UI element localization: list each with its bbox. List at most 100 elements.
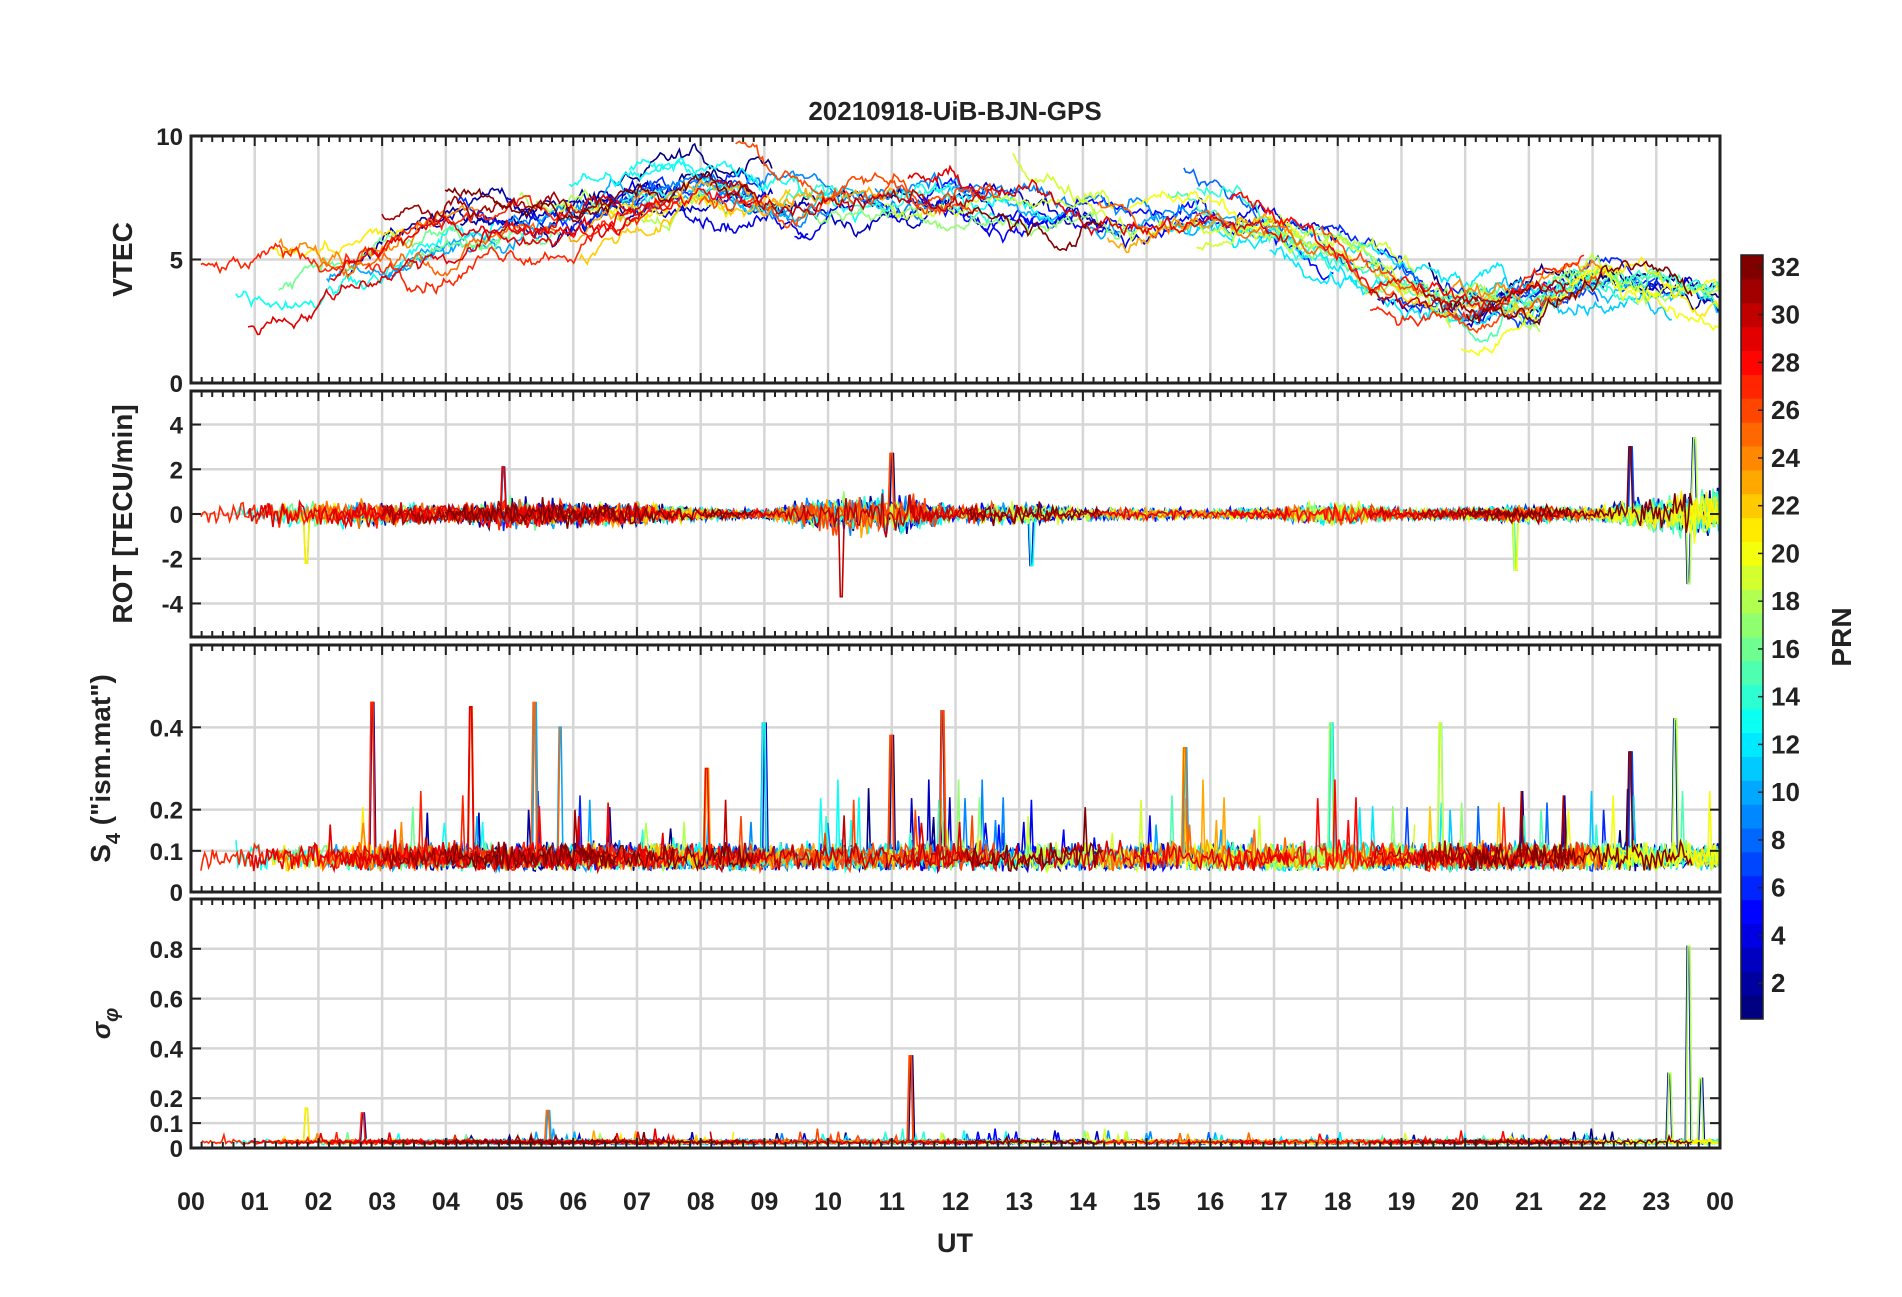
- x-tick-label: 06: [559, 1188, 587, 1216]
- colorbar-tick-label: 28: [1771, 347, 1800, 377]
- x-tick-label: 11: [879, 1188, 906, 1216]
- trace-prn-32: [1466, 1133, 1693, 1146]
- trace-prn-32: [966, 206, 1104, 252]
- panel-s4: 0 0.1 0.2 0.4 S4 ("ism.mat"): [85, 643, 1722, 907]
- colorbar-tick-label: 12: [1771, 729, 1800, 759]
- trace-prn-13: [568, 157, 710, 188]
- y-tick-label: 0.4: [150, 1036, 184, 1063]
- colorbar-swatch-11: [1741, 756, 1763, 781]
- x-tick-label: 22: [1579, 1188, 1607, 1216]
- trace-prn-15: [1464, 264, 1720, 312]
- y-axis-label: ROT [TECU/min]: [107, 404, 138, 623]
- colorbar-swatch-15: [1741, 660, 1763, 686]
- colorbar-swatch-25: [1741, 422, 1763, 447]
- colorbar-tick-label: 20: [1771, 538, 1800, 568]
- chart-title: 20210918-UiB-BJN-GPS: [808, 96, 1101, 126]
- trace-prn-29: [247, 705, 675, 875]
- colorbar-swatch-23: [1741, 469, 1763, 495]
- trace-prn-22: [1373, 272, 1536, 318]
- colorbar-tick-label: 18: [1771, 586, 1800, 616]
- y-tick-label: 0.2: [150, 798, 183, 825]
- y-axis-label: σφ: [86, 1008, 123, 1039]
- colorbar-swatch-5: [1741, 899, 1763, 924]
- x-tick-label: 20: [1451, 1188, 1479, 1216]
- colorbar-swatch-3: [1741, 947, 1763, 972]
- trace-prn-32: [444, 497, 754, 529]
- axes-box: [189, 643, 1722, 894]
- colorbar-swatch-26: [1741, 398, 1763, 423]
- y-tick-label: 5: [170, 248, 183, 275]
- trace-prn-14: [1196, 184, 1639, 316]
- trace-prn-13: [628, 158, 1055, 224]
- axes-box: [189, 389, 1722, 639]
- colorbar-tick-label: 24: [1771, 443, 1800, 473]
- trace-prn-26: [735, 140, 1001, 210]
- x-tick-label: 05: [496, 1188, 524, 1216]
- colorbar-swatch-29: [1741, 326, 1763, 351]
- colorbar-swatch-28: [1741, 350, 1763, 375]
- colorbar-tick-label: 14: [1771, 682, 1800, 712]
- colorbar-swatch-6: [1741, 875, 1763, 901]
- trace-prn-32: [966, 1135, 1103, 1146]
- colorbar-swatch-27: [1741, 374, 1763, 399]
- axes-box: [189, 897, 1722, 1150]
- trace-prn-32: [1465, 446, 1693, 533]
- y-axis-label: S4 ("ism.mat"): [85, 674, 125, 863]
- colorbar-swatch-14: [1741, 684, 1763, 710]
- y-tick-label: 2: [170, 457, 183, 484]
- trace-prn-23: [766, 843, 899, 870]
- colorbar-tick-label: 26: [1771, 395, 1800, 425]
- colorbar-swatch-12: [1741, 732, 1763, 757]
- x-tick-label: 18: [1324, 1188, 1352, 1216]
- traces: [200, 140, 1720, 357]
- y-tick-label: 0: [170, 1136, 183, 1163]
- trace-prn-29: [247, 193, 675, 336]
- y-tick-label: 0: [170, 880, 183, 907]
- y-tick-label: -4: [162, 591, 184, 618]
- traces: [200, 701, 1720, 875]
- colorbar-swatch-21: [1741, 517, 1763, 542]
- colorbar-swatch-13: [1741, 708, 1763, 733]
- trace-prn-32: [444, 841, 754, 873]
- y-tick-label: 0.6: [150, 987, 183, 1014]
- trace-prn-27: [364, 196, 682, 296]
- traces: [200, 945, 1720, 1148]
- trace-prn-31: [381, 500, 615, 526]
- x-tick-label: 17: [1260, 1188, 1288, 1216]
- y-tick-label: 0: [170, 502, 183, 529]
- trace-prn-31: [1419, 790, 1570, 871]
- trace-prn-25: [318, 222, 561, 280]
- colorbar-swatch-31: [1741, 278, 1763, 304]
- colorbar-label: PRN: [1826, 607, 1857, 666]
- x-tick-label: 00: [177, 1188, 205, 1216]
- colorbar-tick-label: 10: [1771, 777, 1800, 807]
- y-axis-label: VTEC: [107, 222, 138, 297]
- x-tick-label: 04: [432, 1188, 460, 1216]
- x-tick-label: 21: [1515, 1188, 1543, 1216]
- y-tick-label: 4: [170, 413, 184, 440]
- subscript: 4: [103, 832, 125, 844]
- colorbar-swatch-19: [1741, 565, 1763, 590]
- colorbar-box: [1740, 254, 1764, 1020]
- colorbar-swatch-7: [1741, 851, 1763, 877]
- trace-prn-24: [278, 204, 479, 270]
- trace-prn-32: [965, 807, 1104, 873]
- colorbar-swatch-30: [1741, 302, 1763, 328]
- trace-prn-11: [687, 182, 886, 224]
- y-tick-label: 0.8: [150, 937, 183, 964]
- x-tick-label: 16: [1196, 1188, 1224, 1216]
- colorbar-swatch-1: [1741, 995, 1763, 1020]
- colorbar-tick-label: 30: [1771, 300, 1800, 330]
- trace-prn-28: [502, 767, 768, 870]
- colorbar-tick-label: 16: [1771, 634, 1800, 664]
- trace-prn-30: [709, 799, 987, 874]
- trace-prn-32: [1465, 259, 1693, 326]
- trace-prn-30: [709, 1131, 987, 1146]
- x-axis-label: UT: [937, 1228, 973, 1258]
- colorbar-tick-label: 4: [1771, 920, 1786, 950]
- trace-prn-19: [1196, 215, 1416, 273]
- colorbar-swatch-2: [1741, 971, 1763, 996]
- panel-sigma_phi: 00.10.2 0.4 0.6 0.8 σφ: [86, 897, 1722, 1163]
- trace-prn-29: [330, 202, 649, 282]
